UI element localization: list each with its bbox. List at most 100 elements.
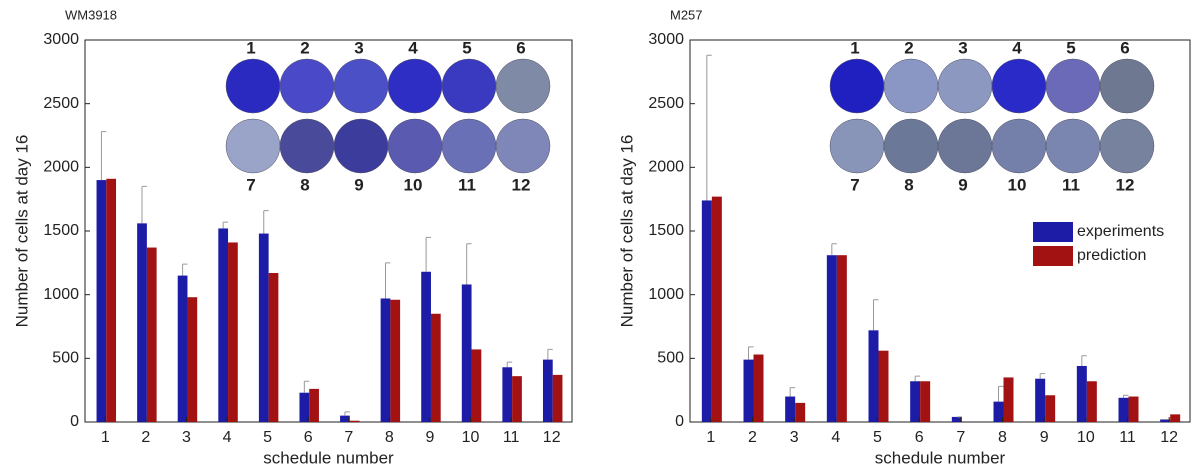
chart-title: WM3918 xyxy=(65,7,117,22)
bar xyxy=(390,299,401,422)
plate xyxy=(937,118,993,174)
plate xyxy=(829,58,885,114)
x-tick-label: 9 xyxy=(426,429,435,446)
bar xyxy=(380,298,391,422)
legend-swatch xyxy=(1033,246,1073,266)
x-tick-label: 4 xyxy=(223,429,232,446)
bar xyxy=(299,392,310,422)
error-bar xyxy=(1081,355,1087,366)
plate xyxy=(991,118,1047,174)
bar xyxy=(1076,365,1087,422)
error-bar xyxy=(344,411,350,416)
bar xyxy=(218,228,229,422)
plate xyxy=(1099,58,1155,114)
bar xyxy=(743,359,754,422)
x-tick-label: 5 xyxy=(873,429,882,446)
bar xyxy=(96,180,107,422)
x-tick-label: 6 xyxy=(304,429,313,446)
plate-label: 5 xyxy=(1066,38,1075,57)
plate-label: 4 xyxy=(1012,38,1022,57)
plate xyxy=(333,118,389,174)
chart: M257 Number of cells at day 16 schedule nu… xyxy=(617,7,1191,467)
bar xyxy=(421,271,431,422)
x-axis-label: schedule number xyxy=(263,448,394,467)
y-tick-label: 0 xyxy=(70,413,79,430)
x-tick-label: 2 xyxy=(748,429,757,446)
y-tick-label: 1500 xyxy=(648,222,684,239)
error-bar xyxy=(263,210,269,234)
x-tick-label: 6 xyxy=(915,429,924,446)
bar xyxy=(106,178,117,422)
bar xyxy=(1160,419,1171,422)
y-axis-label: Number of cells at day 16 xyxy=(12,135,31,328)
x-tick-label: 12 xyxy=(543,429,561,446)
plate xyxy=(279,58,335,114)
bar xyxy=(711,196,722,422)
error-bar xyxy=(385,262,391,299)
y-tick-label: 2000 xyxy=(43,159,79,176)
plate-label: 1 xyxy=(850,38,859,57)
error-bar xyxy=(998,385,1004,402)
bar xyxy=(1086,381,1097,422)
error-bar xyxy=(748,346,754,360)
error-bar xyxy=(706,54,712,201)
x-tick-label: 5 xyxy=(263,429,272,446)
bar xyxy=(552,374,563,422)
bar xyxy=(146,247,157,422)
y-tick-label: 1000 xyxy=(648,286,684,303)
x-tick-label: 11 xyxy=(503,429,520,446)
bar xyxy=(137,223,147,422)
bar xyxy=(753,354,764,422)
y-tick-label: 3000 xyxy=(648,31,684,48)
bar xyxy=(836,255,847,422)
x-tick-label: 9 xyxy=(1040,429,1049,446)
y-tick-label: 2500 xyxy=(648,95,684,112)
plate xyxy=(829,118,885,174)
error-bar xyxy=(914,375,921,382)
plate-label: 10 xyxy=(404,175,423,194)
x-tick-label: 3 xyxy=(790,429,799,446)
plate xyxy=(333,58,389,114)
error-bar xyxy=(831,243,837,256)
plate-label: 9 xyxy=(354,175,363,194)
error-bar xyxy=(222,221,229,229)
bar xyxy=(309,388,319,422)
plate xyxy=(883,118,939,174)
plate-label: 4 xyxy=(408,38,418,57)
error-bar xyxy=(425,236,431,272)
bar xyxy=(228,242,238,422)
chart: WM3918 Number of cells at day 16 schedule … xyxy=(12,7,573,467)
bar xyxy=(349,420,360,422)
plate-label: 12 xyxy=(1116,175,1135,194)
x-tick-label: 4 xyxy=(831,429,840,446)
x-tick-label: 3 xyxy=(182,429,191,446)
legend-swatch xyxy=(1033,222,1073,242)
bar xyxy=(868,330,879,422)
plate-label: 5 xyxy=(462,38,471,57)
y-tick-label: 2000 xyxy=(648,159,684,176)
plate-label: 11 xyxy=(1062,175,1080,194)
plate xyxy=(225,58,281,114)
plate-label: 2 xyxy=(300,38,309,57)
bar xyxy=(1128,396,1139,422)
plate-label: 6 xyxy=(1120,38,1129,57)
plate xyxy=(495,118,551,174)
bar xyxy=(701,200,712,422)
bar xyxy=(187,297,198,422)
plate xyxy=(883,58,939,114)
x-axis-label: schedule number xyxy=(875,448,1006,467)
error-bar xyxy=(547,348,553,360)
bar xyxy=(785,396,796,422)
x-tick-label: 8 xyxy=(998,429,1007,446)
bar xyxy=(258,233,269,422)
error-bar xyxy=(141,185,147,224)
bar xyxy=(1118,397,1129,422)
x-tick-label: 8 xyxy=(385,429,394,446)
plate xyxy=(279,118,335,174)
plate-label: 6 xyxy=(516,38,525,57)
x-tick-label: 12 xyxy=(1160,429,1178,446)
x-tick-label: 7 xyxy=(956,429,965,446)
error-bar xyxy=(1123,394,1129,398)
plate-label: 3 xyxy=(354,38,363,57)
